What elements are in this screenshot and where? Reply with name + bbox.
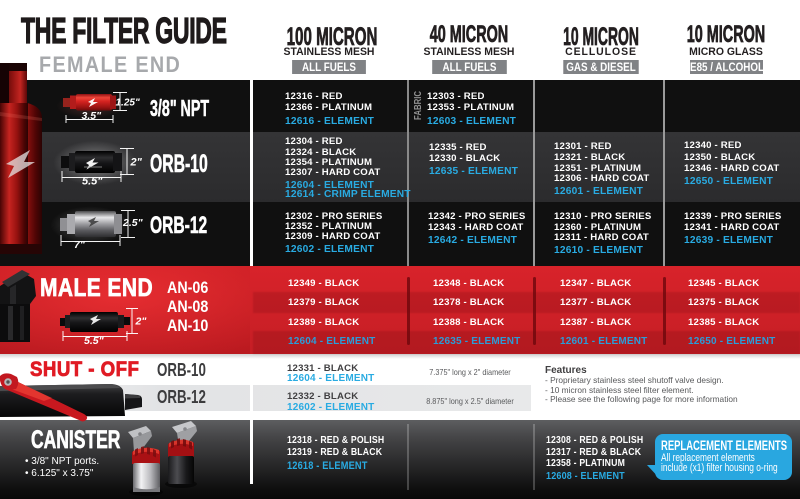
svg-text:5.5": 5.5" bbox=[82, 176, 103, 188]
svg-text:2.5": 2.5" bbox=[122, 217, 144, 229]
svg-text:2": 2" bbox=[130, 157, 143, 169]
svg-text:5.5": 5.5" bbox=[84, 335, 105, 347]
svg-text:FABRIC: FABRIC bbox=[413, 91, 424, 120]
svg-text:7": 7" bbox=[74, 239, 86, 251]
svg-text:1.25": 1.25" bbox=[116, 98, 140, 109]
svg-text:2": 2" bbox=[135, 316, 148, 328]
svg-text:3.5": 3.5" bbox=[82, 110, 103, 122]
